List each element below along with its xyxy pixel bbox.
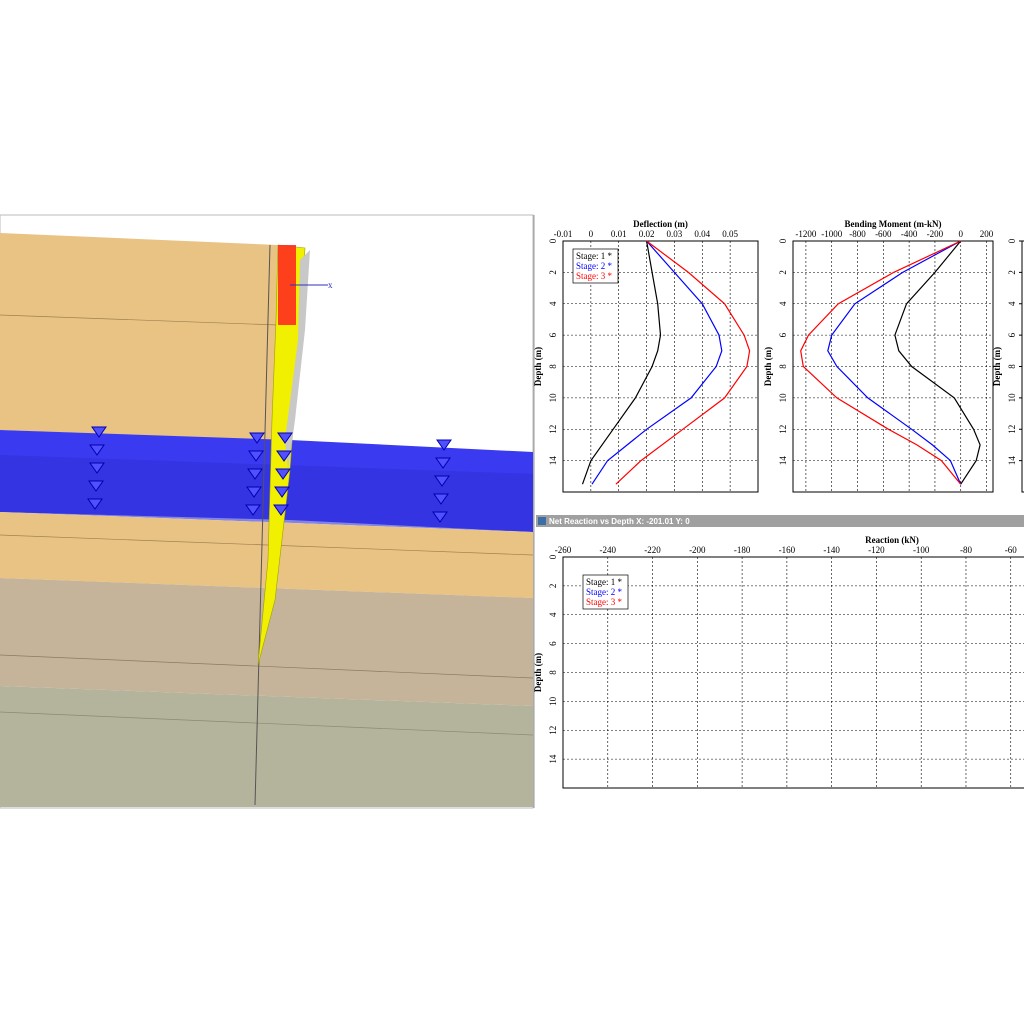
y-axis-label: Depth (m) xyxy=(763,347,773,386)
y-tick-label: 14 xyxy=(778,456,788,466)
y-tick-label: 12 xyxy=(548,425,558,434)
legend-box xyxy=(572,248,619,284)
x-tick-label: -1200 xyxy=(795,229,816,239)
model-viewport: x xyxy=(0,214,534,809)
legend-entry: Stage: 1 * xyxy=(576,251,612,261)
y-tick-label: 10 xyxy=(548,393,558,403)
svg-text:x: x xyxy=(328,280,333,290)
x-tick-label: 0.02 xyxy=(639,229,655,239)
window-icon xyxy=(538,517,546,525)
x-tick-label: -400 xyxy=(901,229,918,239)
y-tick-label: 0 xyxy=(1007,238,1017,243)
x-tick-label: -60 xyxy=(1005,545,1017,555)
y-tick-label: 2 xyxy=(548,584,558,589)
y-tick-label: 6 xyxy=(548,641,558,646)
x-tick-label: 0.01 xyxy=(611,229,627,239)
x-tick-label: 0.04 xyxy=(694,229,710,239)
legend-entry: Stage: 2 * xyxy=(576,261,612,271)
y-tick-label: 2 xyxy=(1007,270,1017,275)
x-tick-label: 0 xyxy=(589,229,594,239)
legend-box xyxy=(582,574,629,610)
y-tick-label: 8 xyxy=(778,364,788,369)
x-tick-label: -120 xyxy=(868,545,885,555)
y-tick-label: 0 xyxy=(778,238,788,243)
x-tick-label: -260 xyxy=(555,545,572,555)
x-tick-label: -240 xyxy=(600,545,617,555)
y-axis-label: Depth (m) xyxy=(533,653,543,692)
y-tick-label: 10 xyxy=(1007,393,1017,403)
x-tick-label: -140 xyxy=(823,545,840,555)
y-tick-label: 4 xyxy=(548,612,558,617)
y-tick-label: 10 xyxy=(548,696,558,706)
y-tick-label: 6 xyxy=(1007,332,1017,337)
y-tick-label: 4 xyxy=(778,301,788,306)
y-tick-label: 8 xyxy=(548,364,558,369)
chart-title: Reaction (kN) xyxy=(865,535,919,545)
series-line xyxy=(581,240,662,485)
window-title: Net Reaction vs Depth X: -201.01 Y: 0 xyxy=(549,517,690,526)
y-tick-label: 0 xyxy=(548,554,558,559)
series-line xyxy=(591,240,723,485)
legend-entry: Stage: 3 * xyxy=(586,597,622,607)
x-tick-label: 0 xyxy=(958,229,963,239)
y-tick-label: 8 xyxy=(548,670,558,675)
series-line xyxy=(894,240,981,485)
legend-entry: Stage: 2 * xyxy=(586,587,622,597)
x-tick-label: -1000 xyxy=(821,229,842,239)
window-titlebar xyxy=(536,515,1024,527)
x-tick-label: 0.03 xyxy=(667,229,683,239)
y-tick-label: 14 xyxy=(548,456,558,466)
y-tick-label: 6 xyxy=(548,332,558,337)
series-line xyxy=(615,240,751,485)
y-tick-label: 10 xyxy=(778,393,788,403)
series-line xyxy=(827,240,962,485)
y-axis-label: Depth (m) xyxy=(533,347,543,386)
x-tick-label: -200 xyxy=(927,229,944,239)
legend-entry: Stage: 1 * xyxy=(586,577,622,587)
x-tick-label: -160 xyxy=(779,545,796,555)
y-tick-label: 14 xyxy=(1007,456,1017,466)
chart-title: Deflection (m) xyxy=(633,219,688,229)
x-tick-label: -220 xyxy=(644,545,661,555)
y-tick-label: 6 xyxy=(778,332,788,337)
y-tick-label: 2 xyxy=(778,270,788,275)
y-tick-label: 12 xyxy=(548,726,558,735)
y-axis-label: Depth (m) xyxy=(992,347,1002,386)
x-tick-label: -800 xyxy=(849,229,866,239)
legend-entry: Stage: 3 * xyxy=(576,271,612,281)
x-tick-label: -0.01 xyxy=(554,229,573,239)
y-tick-label: 12 xyxy=(778,425,788,434)
x-tick-label: -100 xyxy=(913,545,930,555)
y-tick-label: 4 xyxy=(548,301,558,306)
y-tick-label: 14 xyxy=(548,754,558,764)
x-tick-label: -600 xyxy=(875,229,892,239)
x-tick-label: -200 xyxy=(689,545,706,555)
y-tick-label: 2 xyxy=(548,270,558,275)
x-tick-label: 0.05 xyxy=(722,229,738,239)
y-tick-label: 0 xyxy=(548,238,558,243)
series-line xyxy=(800,240,962,485)
x-tick-label: 200 xyxy=(980,229,994,239)
y-tick-label: 8 xyxy=(1007,364,1017,369)
x-tick-label: -180 xyxy=(734,545,751,555)
chart-title: Bending Moment (m-kN) xyxy=(845,219,942,229)
y-tick-label: 12 xyxy=(1007,425,1017,434)
y-tick-label: 4 xyxy=(1007,301,1017,306)
x-tick-label: -80 xyxy=(960,545,972,555)
